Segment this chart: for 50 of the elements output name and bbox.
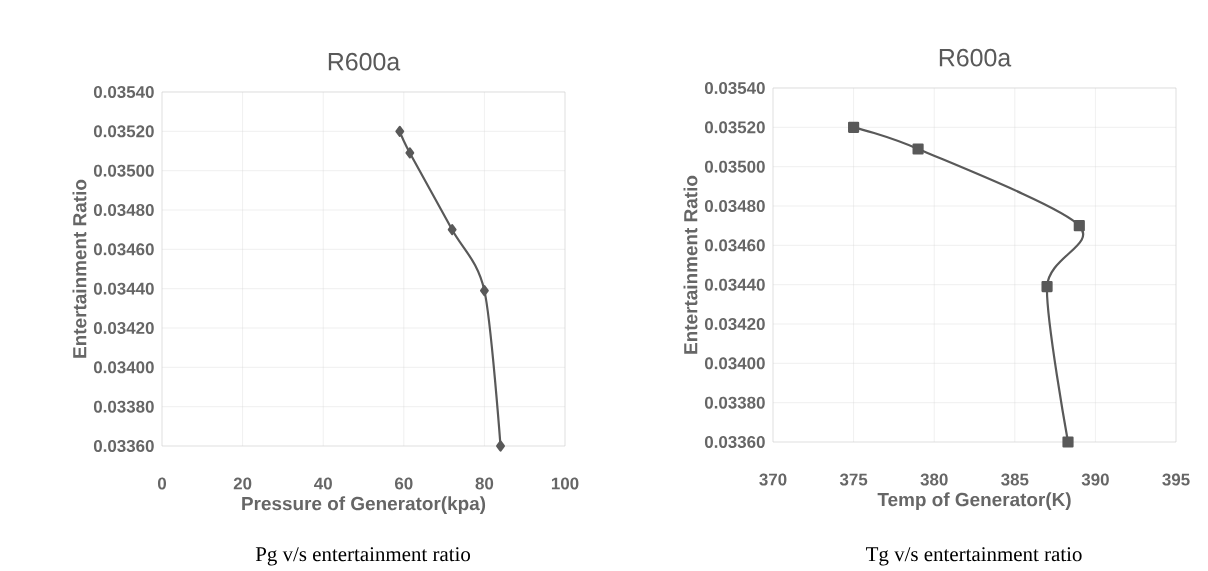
text: Pg v/s entertainment ratio xyxy=(255,547,471,566)
y-tick-label: 0.03520 xyxy=(704,121,765,134)
x-tick-label: 40 xyxy=(314,477,332,490)
x-tick-label: 0 xyxy=(157,477,167,490)
x-tick-label: 375 xyxy=(839,473,868,486)
x-tick-label: 380 xyxy=(920,473,948,486)
point xyxy=(405,147,415,159)
y-tick-label: 0.03360 xyxy=(704,435,765,448)
x-tick-label: 390 xyxy=(1081,473,1109,486)
y-tick-label: 0.03460 xyxy=(704,239,765,252)
y-tick-label: 0.03480 xyxy=(704,199,765,212)
y-tick-label: 0.03380 xyxy=(704,396,765,409)
x-tick-label: 80 xyxy=(475,477,494,490)
point xyxy=(848,121,860,133)
point xyxy=(1041,281,1053,293)
y-tick-label: 0.03540 xyxy=(93,85,154,98)
x-tick-label: 20 xyxy=(233,477,252,490)
y-tick-label: 0.03520 xyxy=(93,125,154,138)
y-tick-label: 0.03380 xyxy=(93,400,154,413)
x-tick-label: 100 xyxy=(551,477,579,490)
y-tick-label: 0.03420 xyxy=(704,317,765,330)
point xyxy=(496,440,505,452)
point xyxy=(447,224,457,236)
point xyxy=(479,285,489,297)
y-tick-label: 0.03540 xyxy=(704,81,765,94)
x-tick-label: 370 xyxy=(759,473,787,486)
point xyxy=(1062,436,1074,448)
y-tick-label: 0.03480 xyxy=(93,203,154,216)
y-tick-label: 0.03460 xyxy=(93,243,154,256)
point xyxy=(395,125,405,137)
x-tick-label: 60 xyxy=(395,477,413,490)
text: Tg v/s entertainment ratio xyxy=(866,547,1082,566)
y-tick-label: 0.03500 xyxy=(704,160,765,173)
y-tick-label: 0.03440 xyxy=(704,278,765,291)
y-tick-label: 0.03420 xyxy=(93,321,154,334)
y-axis-title: Entertainment Ratio xyxy=(683,175,698,354)
y-tick-label: 0.03400 xyxy=(93,361,154,374)
y-tick-label: 0.03500 xyxy=(93,164,154,177)
y-tick-label: 0.03360 xyxy=(93,439,154,452)
y-tick-label: 0.03400 xyxy=(704,357,765,370)
point xyxy=(912,143,924,155)
y-axis-title: Entertainment Ratio xyxy=(72,179,87,358)
chart-title: R600a xyxy=(939,48,1012,67)
x-tick-label: 385 xyxy=(1001,473,1029,486)
x-tick-label: 395 xyxy=(1162,473,1190,486)
point xyxy=(1073,220,1085,232)
chart-title: R600a xyxy=(328,52,401,71)
y-tick-label: 0.03440 xyxy=(93,282,154,295)
x-axis-title: Temp of Generator(K) xyxy=(877,492,1071,511)
x-axis-title: Pressure of Generator(kpa) xyxy=(242,496,486,514)
